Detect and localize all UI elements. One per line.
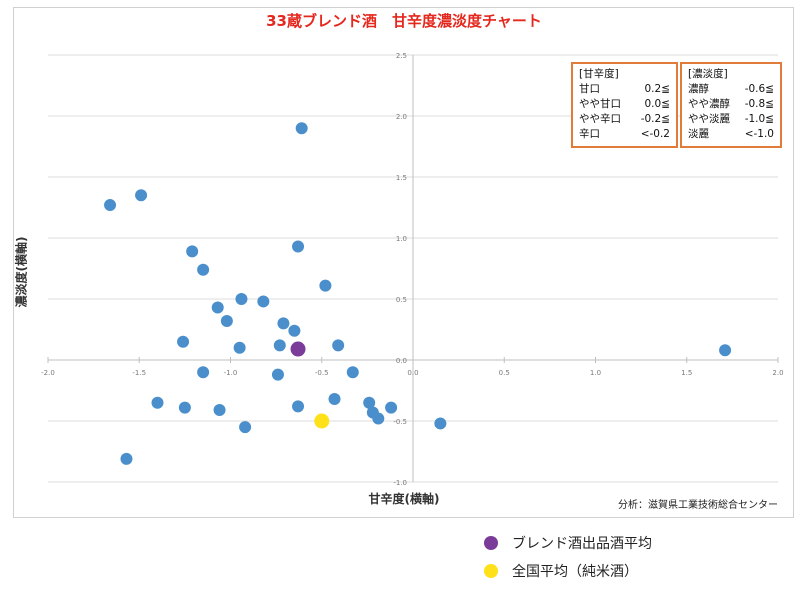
data-point xyxy=(273,339,286,352)
x-tick-label: 0.5 xyxy=(499,369,510,377)
x-tick-label: 0.0 xyxy=(407,369,418,377)
data-point xyxy=(292,240,305,253)
y-tick-label: 2.5 xyxy=(396,52,407,60)
legend-notan-row: 淡麗 <-1.0 xyxy=(688,128,774,140)
legend-notan-header: [濃淡度] xyxy=(688,68,728,80)
x-tick-label: -1.0 xyxy=(224,369,238,377)
data-point xyxy=(257,295,270,308)
legend-amakara-row: 辛口 <-0.2 xyxy=(579,128,670,140)
data-point xyxy=(120,452,133,465)
legend-notan-row: 濃醇 -0.6≦ xyxy=(688,83,774,95)
data-point xyxy=(346,366,359,379)
data-point xyxy=(239,421,252,434)
legend-amakara-box: [甘辛度] 甘口 0.2≦ やや甘口 0.0≦ やや辛口 -0.2≦ 辛口 <-0.2 xyxy=(571,62,678,148)
data-point xyxy=(104,199,117,212)
legend-notan-box: [濃淡度] 濃醇 -0.6≦ やや濃醇 -0.8≦ やや淡麗 -1.0≦ 淡麗 <-1.… xyxy=(680,62,782,148)
tick-labels: 2.5 2.0 1.5 1.0 0.5 0.0 -0.5 -1.0 -2.0 -1.5 -1.0 -0… xyxy=(41,52,783,487)
data-point xyxy=(277,317,290,330)
data-point xyxy=(288,324,301,337)
data-point xyxy=(295,122,308,135)
legend-notan-row: やや濃醇 -0.8≦ xyxy=(688,98,774,110)
y-tick-label: -1.0 xyxy=(393,479,407,487)
x-axis-label: 甘辛度(横軸) xyxy=(368,492,440,506)
legend-key-national-average: 全国平均（純米酒） xyxy=(484,561,638,581)
x-tick-label: -2.0 xyxy=(41,369,55,377)
source-credit: 分析：滋賀県工業技術総合センター xyxy=(618,500,778,511)
legend-marker-purple xyxy=(484,536,498,550)
legend-key-label: ブレンド酒出品酒平均 xyxy=(512,536,652,552)
legend-notan-row: やや淡麗 -1.0≦ xyxy=(688,113,774,125)
national-average-point xyxy=(314,413,330,429)
chart-title: 33蔵ブレンド酒 甘辛度濃淡度チャート xyxy=(266,12,542,30)
data-point xyxy=(363,396,376,409)
x-tick-label: 2.0 xyxy=(772,369,783,377)
x-tick-label: -1.5 xyxy=(132,369,146,377)
data-point xyxy=(151,396,164,409)
data-point xyxy=(177,335,190,348)
legend-amakara-row: やや甘口 0.0≦ xyxy=(579,98,670,110)
y-tick-label: 0.0 xyxy=(396,357,407,365)
data-point xyxy=(197,366,210,379)
data-point xyxy=(372,412,385,425)
y-tick-label: 0.5 xyxy=(396,296,407,304)
y-axis-label: 濃淡度(横軸) xyxy=(14,236,29,308)
data-point xyxy=(434,417,447,430)
data-point xyxy=(211,301,224,314)
legend-amakara-header: [甘辛度] xyxy=(579,68,619,80)
data-point xyxy=(186,245,199,258)
data-point xyxy=(178,401,191,414)
data-point xyxy=(719,344,732,357)
data-point xyxy=(319,279,332,292)
data-point xyxy=(271,368,284,381)
y-tick-label: -0.5 xyxy=(393,418,407,426)
data-point xyxy=(197,263,210,276)
data-points xyxy=(104,122,732,465)
data-point xyxy=(385,401,398,414)
data-point xyxy=(213,404,226,417)
data-point xyxy=(135,189,148,202)
axes xyxy=(47,55,779,482)
y-tick-label: 2.0 xyxy=(396,113,407,121)
y-tick-label: 1.5 xyxy=(396,174,407,182)
legend-amakara-row: やや辛口 -0.2≦ xyxy=(579,113,670,125)
legend-key-label: 全国平均（純米酒） xyxy=(512,564,638,580)
data-point xyxy=(235,293,248,305)
data-point xyxy=(233,341,246,354)
x-tick-label: 1.5 xyxy=(681,369,692,377)
data-point xyxy=(292,400,305,413)
x-tick-label: -0.5 xyxy=(315,369,329,377)
legend-marker-yellow xyxy=(484,564,498,578)
data-point xyxy=(220,314,233,327)
blend-average-point xyxy=(290,341,306,357)
data-point xyxy=(332,339,345,352)
x-tick-label: 1.0 xyxy=(590,369,601,377)
legend-key-blend-average: ブレンド酒出品酒平均 xyxy=(484,533,652,553)
legend-amakara-row: 甘口 0.2≦ xyxy=(579,83,670,95)
data-point xyxy=(328,393,341,406)
y-tick-label: 1.0 xyxy=(396,235,407,243)
